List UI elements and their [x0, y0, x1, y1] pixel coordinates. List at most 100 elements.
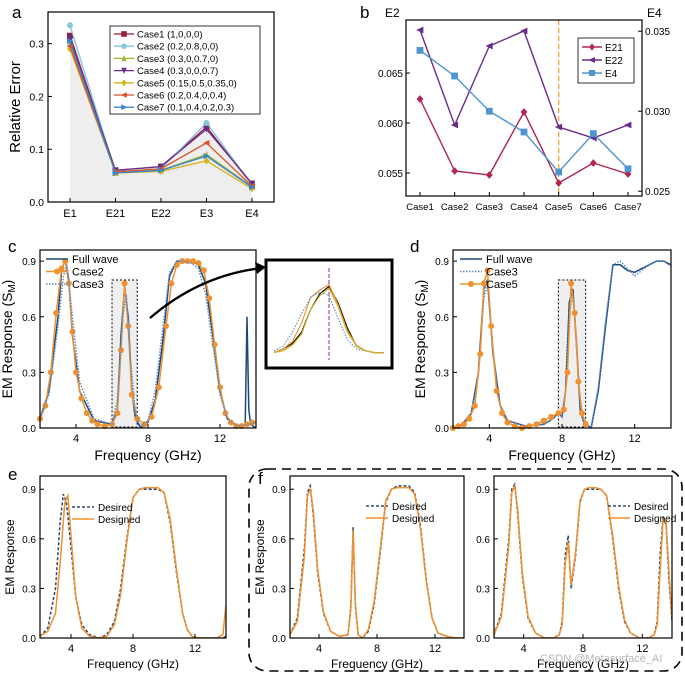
series-line-case5: [453, 270, 587, 428]
y-tick-label-left: 0.055: [378, 169, 403, 180]
data-point: [571, 310, 578, 317]
panel-c: 4 8 12 0.0 0.3 0.6 0.9 Frequency (GHz) EM Respon…: [0, 249, 257, 463]
data-point: [168, 280, 175, 287]
data-point: [249, 180, 255, 188]
legend-marker: [589, 70, 595, 76]
legend-label: Case3: [72, 279, 104, 291]
panel-e: 4 8 12 0.0 0.3 0.6 0.9 Frequency (GHz) EM Respon…: [3, 475, 227, 671]
legend-marker: [120, 92, 127, 98]
legend-label: Designed: [634, 514, 676, 525]
y-tick-label-right: 0.025: [645, 187, 670, 198]
x-tick-label: E4: [245, 208, 258, 220]
y-tick-label-right: 0.035: [645, 27, 670, 38]
legend-label: Desired: [634, 502, 668, 513]
data-point: [480, 280, 487, 287]
y-tick-label-left: 0.065: [378, 69, 403, 80]
y-tick-label: 0.0: [476, 634, 490, 645]
x-axis-label: Frequency (GHz): [94, 447, 201, 463]
panel-d: 4 8 12 0.0 0.3 0.6 0.9 Frequency (GHz) EM Respon…: [412, 249, 672, 463]
y-axis-label-sub: M: [420, 284, 431, 292]
legend-label: Case2: [72, 267, 104, 279]
y-tick-label: 0.0: [29, 197, 44, 209]
data-point: [477, 350, 484, 357]
x-tick-label: E3: [200, 208, 213, 220]
data-point: [173, 261, 180, 268]
y-tick-label: 0.3: [272, 584, 286, 595]
data-point: [203, 119, 210, 126]
x-tick-label: Case1: [406, 202, 433, 213]
panel-f-right: 4 8 12 0.0 0.3 0.6 0.9 Frequency (GHz) DesiredDe…: [476, 475, 676, 671]
x-tick-label: 4: [486, 433, 492, 445]
legend-label: Case7 (0.1,0.4,0.2,0.3): [137, 103, 234, 114]
data-point: [533, 421, 540, 428]
y-tick-label: 0.6: [435, 313, 449, 324]
data-point: [554, 123, 563, 131]
x-tick-label: Case2: [441, 202, 468, 213]
data-point: [575, 378, 582, 385]
legend-label: Case5: [486, 279, 518, 291]
legend-marker: [468, 281, 474, 287]
data-point: [118, 347, 124, 354]
data-point: [520, 128, 528, 136]
y-tick-label: 0.6: [476, 535, 490, 546]
data-point: [555, 179, 563, 187]
y-tick-label: 0.0: [22, 424, 36, 435]
y-tick-label: 0.0: [272, 634, 286, 645]
data-point: [83, 410, 90, 417]
x-tick-label: 12: [429, 643, 441, 655]
legend-label: Case1 (1,0,0,0): [137, 30, 202, 41]
series-line-desired: [290, 483, 464, 638]
data-point: [460, 421, 467, 428]
data-point: [155, 384, 162, 391]
data-point: [203, 126, 210, 133]
y-tick-label: 0.9: [476, 485, 490, 496]
data-point: [589, 159, 597, 167]
y-axis-label: EM Response (SM): [412, 280, 431, 399]
x-axis-label: Frequency (GHz): [87, 657, 179, 671]
data-point: [203, 139, 210, 146]
legend-box: [109, 25, 261, 115]
x-tick-label: Case3: [476, 202, 503, 213]
right-axis-title: E4: [647, 6, 662, 20]
data-point: [158, 167, 165, 174]
data-point: [589, 130, 597, 137]
data-point: [568, 280, 575, 287]
legend-marker: [589, 43, 595, 51]
legend-label: Full wave: [72, 254, 118, 266]
legend-label: Case3 (0.3,0,0.7,0): [137, 54, 218, 65]
x-axis-label: Frequency (GHz): [537, 657, 629, 671]
x-tick-label: 12: [636, 643, 648, 655]
x-tick-label: Case6: [580, 202, 607, 213]
legend-label: E4: [605, 69, 618, 80]
inset-series-line: [273, 287, 384, 354]
data-point: [128, 391, 135, 398]
data-point: [58, 265, 65, 272]
x-tick-label: E1: [63, 208, 76, 220]
x-tick-label: 8: [374, 643, 380, 655]
data-point: [73, 369, 79, 376]
data-point: [555, 168, 563, 176]
x-tick-label: E22: [151, 208, 171, 220]
data-point: [416, 26, 424, 34]
panel-label-c: c: [8, 237, 17, 256]
panel-label-d: d: [410, 237, 419, 256]
y-axis-label: Relative Error: [7, 61, 24, 153]
data-point: [624, 165, 632, 173]
data-point: [540, 417, 547, 424]
y-axis-label-close: ): [412, 280, 428, 285]
y-tick-label: 0.0: [435, 424, 449, 435]
y-tick-label: 0.2: [29, 91, 44, 103]
panel-c-inset: [149, 258, 394, 370]
data-point: [53, 310, 60, 317]
data-point: [67, 35, 73, 42]
data-point: [548, 413, 555, 420]
data-point: [249, 184, 256, 191]
data-point: [217, 384, 223, 391]
data-point: [582, 421, 589, 428]
data-point: [195, 259, 202, 266]
y-tick-label-right: 0.030: [645, 107, 670, 118]
data-point: [466, 415, 473, 422]
y-axis-label-sub: M: [7, 284, 18, 292]
data-point: [560, 406, 567, 413]
legend-label: Case4 (0.3,0,0,0.7): [137, 66, 218, 77]
